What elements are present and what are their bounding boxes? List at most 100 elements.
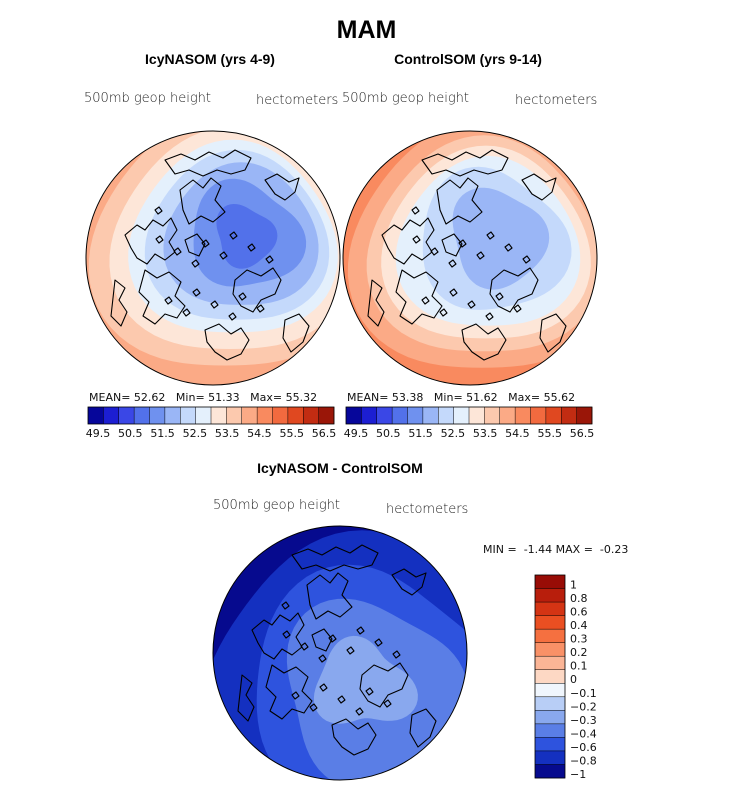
colorbar-tick-label: 50.5: [118, 427, 142, 440]
island: [412, 235, 421, 244]
coastline: [381, 217, 435, 265]
coastline: [138, 269, 186, 325]
colorbar-tick-label: 0: [570, 673, 577, 686]
colorbar-swatch: [561, 407, 577, 424]
island: [291, 691, 300, 700]
colorbar-tick-label: 50.5: [376, 427, 401, 440]
colorbar-swatch: [303, 407, 319, 424]
contour-field: [86, 131, 340, 385]
colorbar-tick-label: 0.6: [570, 606, 588, 619]
island: [201, 239, 210, 248]
colorbar-swatch: [88, 407, 104, 424]
colorbar-swatch: [535, 710, 565, 725]
panel-1-max-value: 55.32: [285, 391, 318, 404]
panel-3-max-value: -0.23: [599, 543, 629, 556]
island: [155, 235, 164, 244]
island: [318, 654, 327, 663]
island: [522, 255, 531, 264]
colorbar-tick-label: −0.2: [570, 700, 597, 713]
colorbar-swatch: [118, 407, 135, 424]
colorbar-swatch: [438, 407, 454, 424]
island: [191, 259, 200, 268]
colorbar-swatch: [535, 737, 565, 752]
contour-field: [213, 526, 467, 780]
coastline: [204, 323, 250, 361]
colorbar-tick-label: 0.4: [570, 619, 588, 632]
colorbar-swatch: [407, 407, 424, 424]
island: [210, 300, 219, 309]
colorbar-tick-label: −0.3: [570, 714, 597, 727]
island: [228, 312, 237, 321]
island: [374, 638, 383, 647]
coastline: [421, 149, 509, 177]
panel-2-units-label: hectometers: [515, 93, 598, 108]
colorbar-swatch: [535, 629, 565, 643]
island: [154, 206, 163, 215]
colorbar-swatch: [535, 750, 565, 765]
colorbar-tick-label: 0.8: [570, 592, 588, 605]
island: [282, 630, 291, 639]
colorbar-swatch: [545, 407, 562, 424]
island: [164, 296, 173, 305]
panel-1-units-label: hectometers: [256, 93, 339, 108]
colorbar-tick-label: −0.4: [570, 727, 597, 740]
colorbar-swatch: [535, 602, 565, 616]
coastline: [436, 177, 483, 225]
island: [356, 626, 365, 635]
colorbar-swatch: [535, 669, 565, 684]
panel-1-max-label: Max=: [250, 391, 283, 404]
colorbar-tick-label: 54.5: [505, 427, 530, 440]
colorbar-swatch: [576, 407, 593, 424]
island: [173, 247, 182, 256]
contour-band: [216, 204, 278, 269]
coastline: [461, 323, 507, 361]
colorbar-tick-label: −1: [570, 768, 586, 781]
colorbar-swatch: [535, 696, 565, 711]
panel-2-mean-value: 53.38: [391, 391, 424, 404]
island: [458, 239, 467, 248]
panel-3-polar-map: [212, 525, 468, 781]
colorbar-tick-label: 1: [570, 579, 577, 592]
colorbar-swatch: [392, 407, 408, 424]
coastline: [124, 217, 178, 265]
colorbar-tick-label: −0.1: [570, 687, 597, 700]
island: [485, 312, 494, 321]
island: [229, 231, 238, 240]
colorbar-swatch: [180, 407, 196, 424]
coastline: [409, 708, 437, 748]
colorbar-swatch: [287, 407, 304, 424]
coastline: [395, 269, 443, 325]
island: [421, 296, 430, 305]
island: [411, 206, 420, 215]
coastline: [265, 664, 313, 720]
colorbar-swatch: [453, 407, 470, 424]
colorbar-swatch: [134, 407, 150, 424]
island: [355, 707, 364, 716]
colorbar-tick-label: 51.5: [150, 427, 175, 440]
coastline: [264, 173, 300, 201]
colorbar-swatch: [530, 407, 547, 424]
coastline: [391, 568, 427, 596]
colorbar-swatch: [211, 407, 227, 424]
panel-1-mean-label: MEAN=: [89, 391, 131, 404]
island: [256, 304, 265, 313]
island: [495, 292, 504, 301]
colorbar-swatch: [376, 407, 393, 424]
coastline: [441, 233, 463, 257]
colorbar-tick-label: 55.5: [279, 427, 304, 440]
island: [448, 259, 457, 268]
panel-3-subtitle: IcyNASOM - ControlSOM: [257, 460, 423, 476]
panel-1-subtitle: IcyNASOM (yrs 4-9): [145, 51, 275, 67]
colorbar-tick-label: 53.5: [215, 427, 240, 440]
map-boundary: [212, 525, 468, 781]
coastline: [282, 313, 310, 353]
colorbar-swatch: [535, 575, 565, 589]
colorbar-tick-label: 55.5: [537, 427, 562, 440]
island: [319, 683, 328, 692]
coastlines: [237, 544, 437, 756]
panel-2-mean-label: MEAN=: [347, 391, 389, 404]
island: [392, 650, 401, 659]
coastlines: [110, 149, 310, 361]
colorbar-swatch: [241, 407, 258, 424]
colorbar-swatch: [195, 407, 212, 424]
